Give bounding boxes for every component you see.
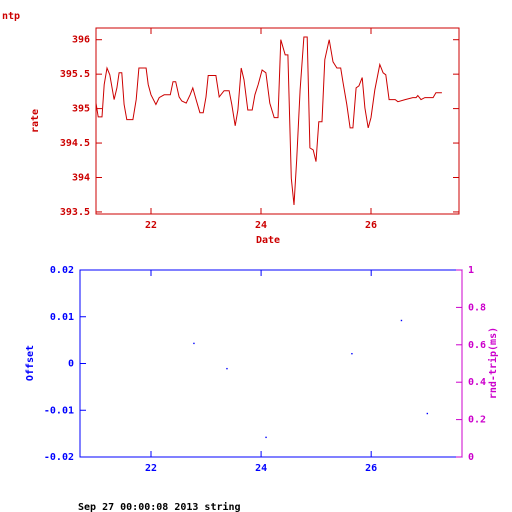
x-tick-label: 26 (365, 220, 377, 231)
plot-frame (79, 269, 463, 458)
y-tick-label: 395 (72, 104, 90, 115)
x-tick-label: 22 (145, 220, 157, 231)
y-tick-label: 0.01 (50, 312, 74, 323)
y-tick-label: -0.02 (44, 452, 74, 463)
y-tick-label: 0 (68, 359, 74, 370)
data-point (265, 436, 267, 439)
y2-tick-label: 0.4 (468, 377, 486, 388)
y-tick-label: 395.5 (60, 69, 90, 80)
y2-tick-label: 0.2 (468, 415, 486, 426)
footer: Sep 27 00:00:08 2013 string (78, 501, 241, 512)
chart-title: ntp (2, 11, 20, 22)
x-axis-label: Date (256, 235, 280, 246)
data-point (426, 412, 429, 415)
data-line (95, 36, 442, 206)
y-tick-label: 0.02 (50, 265, 74, 276)
y2-tick-label: 1 (468, 265, 474, 276)
data-point (351, 352, 353, 355)
x-tick-label: 24 (255, 220, 267, 231)
x-tick-label: 22 (145, 463, 157, 474)
y2-tick-label: 0.6 (468, 340, 486, 351)
y-tick-label: 394.5 (60, 138, 90, 149)
x-tick-label: 26 (365, 463, 377, 474)
y-axis-label: rate (30, 109, 41, 133)
y2-axis-label: rnd-trip(ms) (487, 327, 499, 399)
y-tick-label: -0.01 (44, 405, 74, 416)
x-tick-label: 24 (255, 463, 267, 474)
y-axis-label: Offset (25, 345, 36, 381)
y-tick-label: 396 (72, 35, 90, 46)
data-point (193, 342, 195, 345)
y2-tick-label: 0.8 (468, 302, 486, 313)
y2-tick-label: 0 (468, 452, 474, 463)
data-point (400, 319, 403, 322)
y-tick-label: 393.5 (60, 207, 90, 218)
y-tick-label: 394 (72, 172, 90, 183)
data-point (226, 367, 228, 370)
plot-frame (95, 27, 460, 215)
